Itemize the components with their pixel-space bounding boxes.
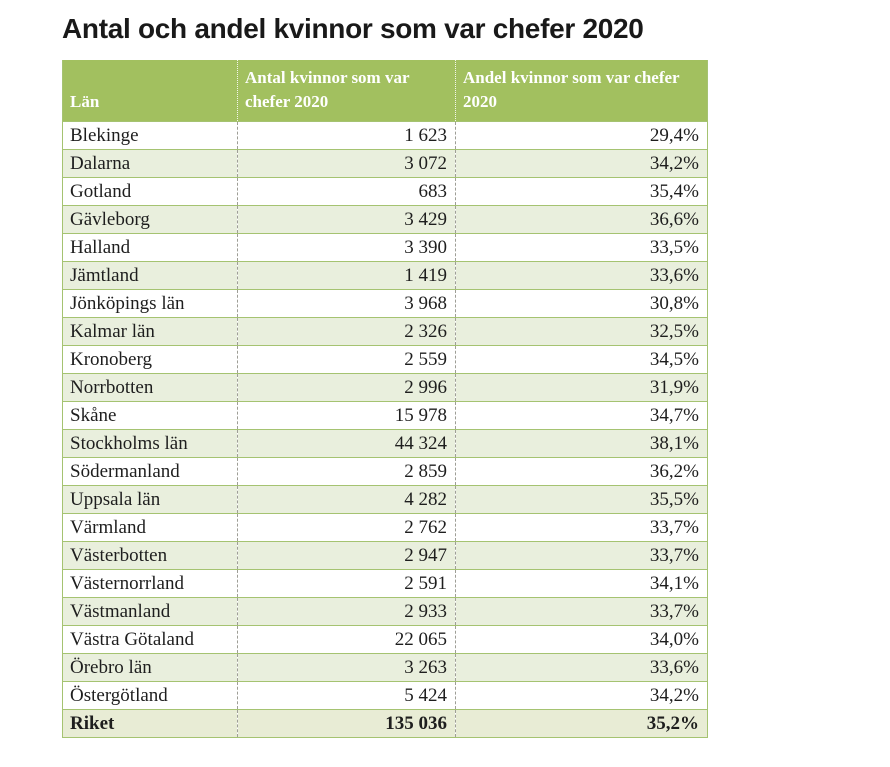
row-antal-cell: 2 326 <box>237 317 456 346</box>
table-total-row: Riket 135 036 35,2% <box>62 709 708 738</box>
row-antal-cell: 1 623 <box>237 121 456 150</box>
table-row: Gotland 683 35,4% <box>62 177 708 206</box>
row-lan-cell: Västmanland <box>62 597 238 626</box>
table-row: Dalarna 3 072 34,2% <box>62 149 708 178</box>
row-lan-cell: Gävleborg <box>62 205 238 234</box>
table-row: Södermanland 2 859 36,2% <box>62 457 708 486</box>
row-andel-cell: 36,2% <box>455 457 708 486</box>
row-antal-cell: 3 390 <box>237 233 456 262</box>
row-antal-cell: 2 859 <box>237 457 456 486</box>
row-antal-cell: 5 424 <box>237 681 456 710</box>
row-antal-cell: 2 591 <box>237 569 456 598</box>
table-row: Jönköpings län 3 968 30,8% <box>62 289 708 318</box>
row-lan-cell: Örebro län <box>62 653 238 682</box>
row-lan-cell: Värmland <box>62 513 238 542</box>
table-row: Värmland 2 762 33,7% <box>62 513 708 542</box>
row-andel-cell: 30,8% <box>455 289 708 318</box>
table-row: Stockholms län 44 324 38,1% <box>62 429 708 458</box>
row-antal-cell: 4 282 <box>237 485 456 514</box>
row-antal-cell: 2 996 <box>237 373 456 402</box>
table-head: Län Antal kvinnor som var chefer 2020 An… <box>62 60 708 122</box>
row-andel-cell: 34,2% <box>455 149 708 178</box>
table-row: Kronoberg 2 559 34,5% <box>62 345 708 374</box>
row-lan-cell: Gotland <box>62 177 238 206</box>
row-antal-cell: 3 263 <box>237 653 456 682</box>
row-lan-cell: Norrbotten <box>62 373 238 402</box>
row-andel-cell: 31,9% <box>455 373 708 402</box>
row-lan-cell: Västerbotten <box>62 541 238 570</box>
table-row: Västernorrland 2 591 34,1% <box>62 569 708 598</box>
row-andel-cell: 35,5% <box>455 485 708 514</box>
column-header-antal: Antal kvinnor som var chefer 2020 <box>237 60 456 122</box>
row-andel-cell: 34,0% <box>455 625 708 654</box>
row-andel-cell: 34,5% <box>455 345 708 374</box>
total-row-antal: 135 036 <box>237 709 456 738</box>
column-header-andel: Andel kvinnor som var chefer 2020 <box>455 60 708 122</box>
row-andel-cell: 33,6% <box>455 261 708 290</box>
row-andel-cell: 33,7% <box>455 597 708 626</box>
row-antal-cell: 15 978 <box>237 401 456 430</box>
row-andel-cell: 33,7% <box>455 513 708 542</box>
row-antal-cell: 2 559 <box>237 345 456 374</box>
row-lan-cell: Jämtland <box>62 261 238 290</box>
table-row: Jämtland 1 419 33,6% <box>62 261 708 290</box>
row-lan-cell: Halland <box>62 233 238 262</box>
table-row: Västra Götaland 22 065 34,0% <box>62 625 708 654</box>
column-header-lan: Län <box>62 60 238 122</box>
row-andel-cell: 32,5% <box>455 317 708 346</box>
row-lan-cell: Blekinge <box>62 121 238 150</box>
row-lan-cell: Dalarna <box>62 149 238 178</box>
row-antal-cell: 3 429 <box>237 205 456 234</box>
row-andel-cell: 33,7% <box>455 541 708 570</box>
row-antal-cell: 3 072 <box>237 149 456 178</box>
table-row: Kalmar län 2 326 32,5% <box>62 317 708 346</box>
row-antal-cell: 2 762 <box>237 513 456 542</box>
data-table: Län Antal kvinnor som var chefer 2020 An… <box>62 60 708 738</box>
total-row-andel: 35,2% <box>455 709 708 738</box>
table-row: Blekinge 1 623 29,4% <box>62 121 708 150</box>
row-antal-cell: 22 065 <box>237 625 456 654</box>
table-row: Skåne 15 978 34,7% <box>62 401 708 430</box>
table-row: Halland 3 390 33,5% <box>62 233 708 262</box>
row-lan-cell: Kronoberg <box>62 345 238 374</box>
row-antal-cell: 44 324 <box>237 429 456 458</box>
table-row: Norrbotten 2 996 31,9% <box>62 373 708 402</box>
row-lan-cell: Jönköpings län <box>62 289 238 318</box>
row-lan-cell: Stockholms län <box>62 429 238 458</box>
row-andel-cell: 33,5% <box>455 233 708 262</box>
row-andel-cell: 36,6% <box>455 205 708 234</box>
table-body: Blekinge 1 623 29,4% Dalarna 3 072 34,2% Gotla… <box>62 121 708 710</box>
row-lan-cell: Södermanland <box>62 457 238 486</box>
row-andel-cell: 29,4% <box>455 121 708 150</box>
row-antal-cell: 683 <box>237 177 456 206</box>
table-row: Västerbotten 2 947 33,7% <box>62 541 708 570</box>
row-lan-cell: Östergötland <box>62 681 238 710</box>
row-antal-cell: 2 933 <box>237 597 456 626</box>
row-andel-cell: 38,1% <box>455 429 708 458</box>
row-andel-cell: 33,6% <box>455 653 708 682</box>
row-antal-cell: 3 968 <box>237 289 456 318</box>
row-antal-cell: 2 947 <box>237 541 456 570</box>
table-row: Västmanland 2 933 33,7% <box>62 597 708 626</box>
row-lan-cell: Skåne <box>62 401 238 430</box>
table-row: Gävleborg 3 429 36,6% <box>62 205 708 234</box>
row-andel-cell: 34,2% <box>455 681 708 710</box>
table-foot: Riket 135 036 35,2% <box>62 709 708 738</box>
row-lan-cell: Kalmar län <box>62 317 238 346</box>
page-title: Antal och andel kvinnor som var chefer 2… <box>62 13 644 44</box>
row-lan-cell: Uppsala län <box>62 485 238 514</box>
table-row: Örebro län 3 263 33,6% <box>62 653 708 682</box>
total-row-label: Riket <box>62 709 238 738</box>
row-andel-cell: 35,4% <box>455 177 708 206</box>
row-lan-cell: Västra Götaland <box>62 625 238 654</box>
table-row: Östergötland 5 424 34,2% <box>62 681 708 710</box>
table-row: Uppsala län 4 282 35,5% <box>62 485 708 514</box>
table-header-row: Län Antal kvinnor som var chefer 2020 An… <box>62 60 708 122</box>
row-andel-cell: 34,7% <box>455 401 708 430</box>
row-andel-cell: 34,1% <box>455 569 708 598</box>
row-lan-cell: Västernorrland <box>62 569 238 598</box>
row-antal-cell: 1 419 <box>237 261 456 290</box>
